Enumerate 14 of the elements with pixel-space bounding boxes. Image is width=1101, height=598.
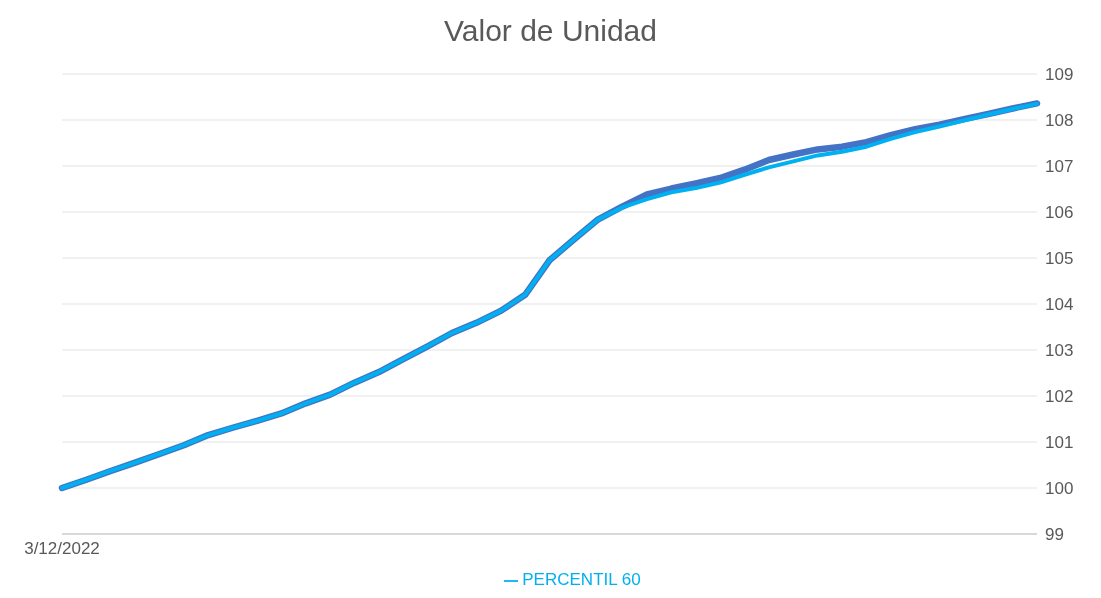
chart-title: Valor de Unidad xyxy=(443,13,658,49)
x-tick-label: 3/12/2022 xyxy=(24,539,100,559)
y-tick-label: 102 xyxy=(1045,387,1074,407)
y-tick-label: 107 xyxy=(1045,157,1074,177)
y-tick-label: 108 xyxy=(1045,111,1074,131)
y-tick-label: 101 xyxy=(1045,433,1074,453)
y-tick-label: 109 xyxy=(1045,65,1074,85)
y-tick-label: 99 xyxy=(1045,525,1064,545)
y-tick-label: 100 xyxy=(1045,479,1074,499)
legend-label: PERCENTIL 60 xyxy=(522,570,641,589)
y-tick-label: 104 xyxy=(1045,295,1074,315)
y-tick-label: 106 xyxy=(1045,203,1074,223)
y-tick-label: 105 xyxy=(1045,249,1074,269)
y-tick-label: 103 xyxy=(1045,341,1074,361)
